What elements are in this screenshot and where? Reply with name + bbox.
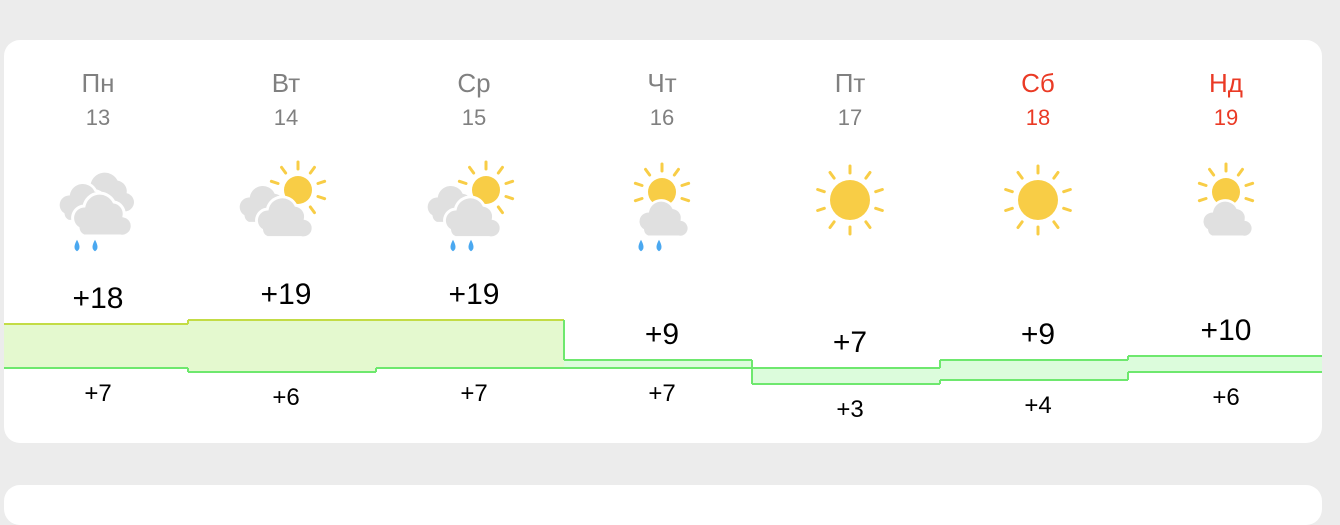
partly-cloudy-icon bbox=[236, 160, 336, 260]
day-date: 17 bbox=[837, 105, 863, 130]
low-temperature: +6 bbox=[272, 384, 300, 411]
day-column[interactable]: Вт 14 +19 +6 bbox=[192, 40, 380, 443]
temperature-range-bar bbox=[752, 368, 940, 384]
day-name: Пн bbox=[81, 68, 115, 98]
day-column[interactable]: Ср 15 +19 +7 bbox=[380, 40, 568, 443]
day-name: Ср bbox=[457, 68, 491, 98]
high-temperature: +18 bbox=[72, 282, 124, 315]
high-temperature: +19 bbox=[448, 278, 500, 311]
temperature-band bbox=[4, 319, 1322, 385]
day-name: Чт bbox=[647, 68, 677, 98]
sun-cloud-rain-icon bbox=[612, 160, 712, 260]
day-date: 18 bbox=[1025, 105, 1051, 130]
sun-icon bbox=[800, 160, 900, 260]
low-temperature: +7 bbox=[84, 380, 112, 407]
low-temperature: +4 bbox=[1024, 392, 1052, 419]
low-temperature: +3 bbox=[836, 396, 864, 423]
day-column[interactable]: Чт 16 +9 +7 bbox=[568, 40, 756, 443]
day-date: 19 bbox=[1213, 105, 1239, 130]
low-temperature: +6 bbox=[1212, 384, 1240, 411]
day-column[interactable]: Сб 18 +9 +4 bbox=[944, 40, 1132, 443]
day-name: Сб bbox=[1021, 68, 1055, 98]
high-temperature: +9 bbox=[644, 318, 680, 351]
day-name: Вт bbox=[271, 68, 301, 98]
weekly-forecast-card: Пн 13 +18 +7 Вт 14 +19 +6 Ср 15 +19 +7 Чт 1… bbox=[4, 40, 1322, 443]
sun-icon bbox=[988, 160, 1088, 260]
high-temperature: +10 bbox=[1200, 314, 1252, 347]
temperature-range-bar bbox=[376, 320, 564, 368]
high-temperature: +9 bbox=[1020, 318, 1056, 351]
day-column[interactable]: Нд 19 +10 +6 bbox=[1132, 40, 1320, 443]
day-name: Пт bbox=[834, 68, 866, 98]
day-column[interactable]: Пн 13 +18 +7 bbox=[4, 40, 192, 443]
day-date: 16 bbox=[649, 105, 675, 130]
sun-cloud-icon bbox=[1176, 160, 1276, 260]
day-date: 15 bbox=[461, 105, 487, 130]
day-date: 14 bbox=[273, 105, 299, 130]
next-card bbox=[4, 485, 1322, 525]
high-temperature: +19 bbox=[260, 278, 312, 311]
cloudy-rain-icon bbox=[48, 160, 148, 260]
day-date: 13 bbox=[85, 105, 111, 130]
low-temperature: +7 bbox=[460, 380, 488, 407]
high-temperature: +7 bbox=[832, 326, 868, 359]
temperature-range-bar bbox=[564, 360, 752, 368]
temperature-range-bar bbox=[1128, 356, 1322, 372]
temperature-range-bar bbox=[940, 360, 1128, 380]
partly-cloudy-rain-icon bbox=[424, 160, 524, 260]
day-column[interactable]: Пт 17 +7 +3 bbox=[756, 40, 944, 443]
temperature-range-bar bbox=[188, 320, 376, 372]
low-temperature: +7 bbox=[648, 380, 676, 407]
temperature-range-bar bbox=[4, 324, 188, 368]
day-name: Нд bbox=[1209, 68, 1243, 98]
